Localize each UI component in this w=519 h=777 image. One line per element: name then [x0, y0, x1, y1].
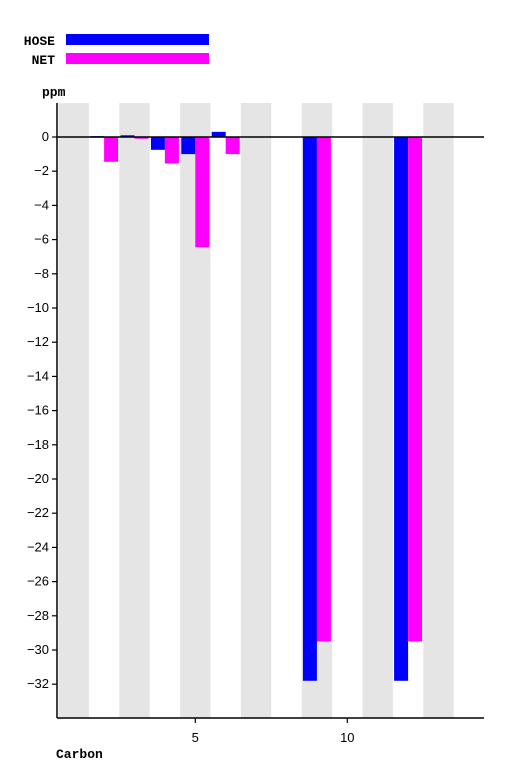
legend-swatch-hose: [66, 34, 209, 45]
bar-net-9: [316, 137, 331, 642]
y-tick-label--12: −12: [27, 334, 49, 349]
bar-hose-12: [394, 137, 409, 681]
x-ticks: 5 10: [192, 718, 355, 745]
bar-net-5: [195, 137, 210, 248]
shade-column-7: [240, 103, 272, 718]
shade-column-3: [119, 103, 150, 718]
x-tick-label-10: 10: [340, 730, 354, 745]
bar-hose-5: [181, 137, 196, 155]
y-tick-label--24: −24: [27, 539, 49, 554]
legend-label-net: NET: [32, 53, 56, 68]
y-tick-label--28: −28: [27, 608, 49, 623]
legend-swatch-net: [66, 53, 209, 64]
y-tick-label-0: 0: [42, 129, 49, 144]
bar-hose-4: [150, 137, 165, 150]
y-tick-label--18: −18: [27, 437, 49, 452]
y-tick-label--6: −6: [34, 232, 49, 247]
y-tick-label--2: −2: [34, 163, 49, 178]
bar-net-12: [408, 137, 423, 642]
x-tick-label-5: 5: [192, 730, 199, 745]
y-tick-label--26: −26: [27, 574, 49, 589]
bar-net-2: [104, 137, 119, 162]
y-tick-label--10: −10: [27, 300, 49, 315]
bar-hose-6: [211, 131, 226, 137]
bar-net-3: [134, 137, 149, 139]
bar-hose-9: [302, 137, 317, 681]
shade-column-13: [423, 103, 454, 718]
legend-label-hose: HOSE: [24, 34, 55, 49]
y-tick-label--8: −8: [34, 266, 49, 281]
bar-net-6: [225, 137, 240, 155]
y-tick-label--16: −16: [27, 403, 49, 418]
y-tick-label--22: −22: [27, 505, 49, 520]
y-tick-label--30: −30: [27, 642, 49, 657]
bar-hose-3: [120, 135, 135, 137]
y-tick-label--4: −4: [34, 197, 49, 212]
y-tick-label--20: −20: [27, 471, 49, 486]
legend: HOSE NET: [24, 34, 209, 68]
shade-column-11: [362, 103, 393, 718]
bar-net-4: [164, 137, 179, 164]
shade-column-1: [58, 103, 89, 718]
y-tick-label--14: −14: [27, 368, 49, 383]
x-axis-label: Carbon: [56, 747, 103, 762]
y-ticks: 0 −2 −4 −6 −8 −10 −12 −14 −16 −18 −20 −22 −24 −26 −28 −…: [27, 129, 57, 691]
y-axis-label: ppm: [42, 85, 66, 100]
bars: [90, 131, 423, 681]
y-tick-label--32: −32: [27, 676, 49, 691]
